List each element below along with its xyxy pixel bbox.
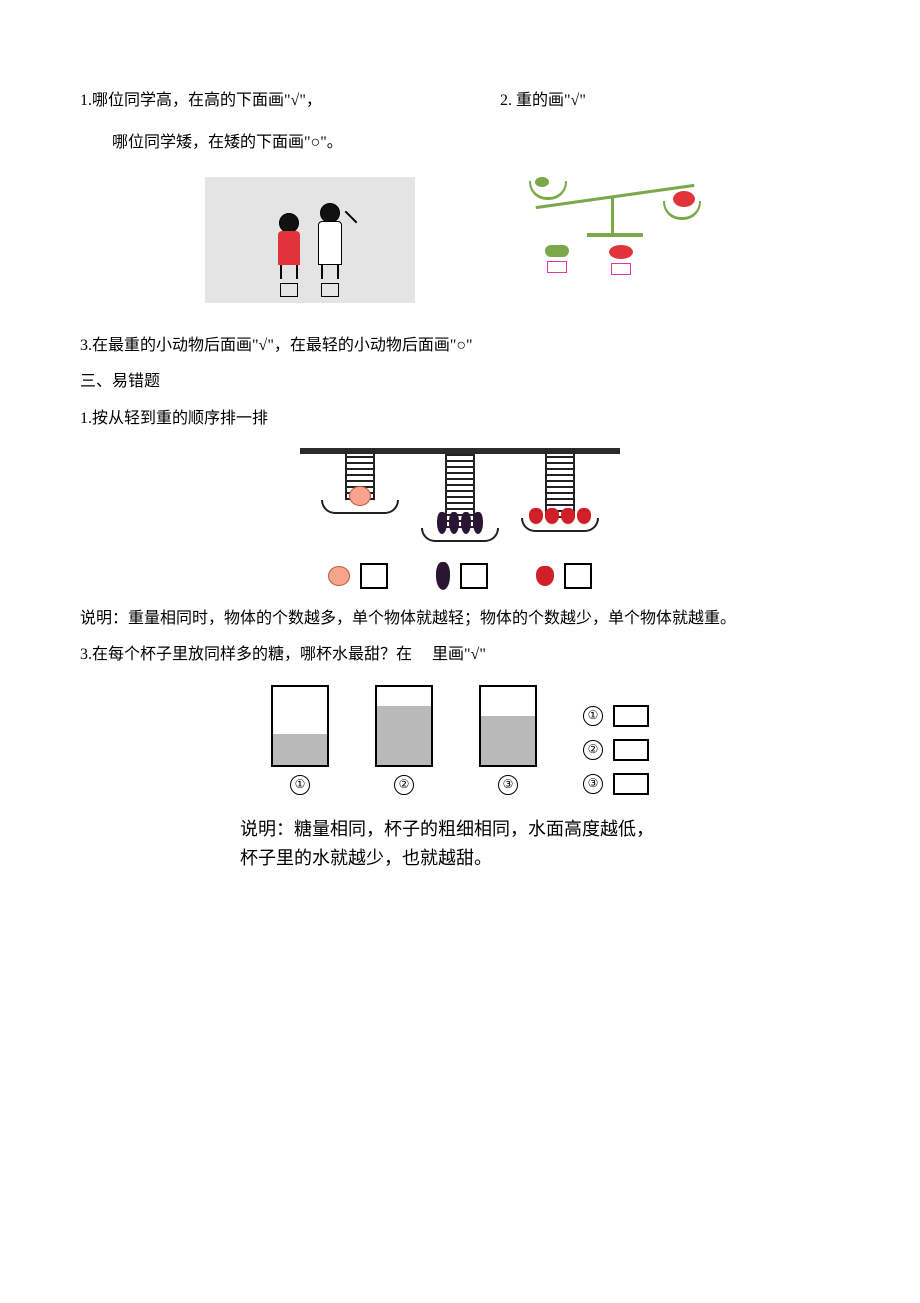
e3-text-b: 里画"√"	[432, 646, 486, 663]
e1-answer-strawberry	[536, 562, 592, 590]
kid-tall	[318, 203, 342, 297]
eggplant-icon	[473, 512, 483, 534]
strawberry-icon	[536, 566, 554, 586]
eggplant-icon	[461, 512, 471, 534]
green-fruit-icon	[535, 177, 549, 187]
choice-label-1: ①	[583, 706, 603, 726]
q1-answer-box-right[interactable]	[321, 283, 339, 297]
q2-choice-red	[609, 245, 633, 275]
strawberry-icon	[577, 508, 591, 524]
e1-text: 按从轻到重的顺序排一排	[92, 410, 268, 427]
q3-text: 在最重的小动物后面画"√"，在最轻的小动物后面画"○"	[92, 337, 473, 354]
red-apple-icon	[673, 191, 695, 207]
e1-answer-box-1[interactable]	[360, 563, 388, 589]
spring-col-strawberry	[521, 454, 599, 542]
kid-arm-icon	[345, 210, 358, 223]
red-apple-icon	[609, 245, 633, 259]
q1-children-figure	[205, 177, 415, 303]
q1-answer-box-left[interactable]	[280, 283, 298, 297]
q1-text1: 哪位同学高，在高的下面画"√"，	[92, 92, 322, 109]
q3-prefix: 3.	[80, 337, 92, 354]
water-fill-icon	[377, 706, 431, 765]
e3-answer-box-1[interactable]	[613, 705, 649, 727]
e3-text-a: 在每个杯子里放同样多的糖，哪杯水最甜？在	[92, 646, 412, 663]
cup-3: ③	[479, 685, 537, 795]
q1-line2: 哪位同学矮，在矮的下面画"○"。	[80, 128, 840, 158]
spring-col-eggplant	[421, 454, 499, 542]
q2-prefix: 2.	[500, 92, 512, 109]
eggplant-icon	[436, 562, 450, 590]
q1-line1: 1.哪位同学高，在高的下面画"√"，	[80, 86, 440, 116]
e1-answer-box-2[interactable]	[460, 563, 488, 589]
green-fruit-icon	[545, 245, 569, 257]
q2-answer-box-right[interactable]	[611, 263, 631, 275]
q2-line: 2. 重的画"√"	[500, 86, 840, 116]
q2-answer-box-left[interactable]	[547, 261, 567, 273]
q3-line: 3.在最重的小动物后面画"√"，在最轻的小动物后面画"○"	[80, 331, 840, 361]
e3-answer-box-2[interactable]	[613, 739, 649, 761]
eggplant-icon	[449, 512, 459, 534]
e1-answer-box-3[interactable]	[564, 563, 592, 589]
cup-icon	[375, 685, 433, 767]
plate-icon	[521, 518, 599, 532]
cup-2: ②	[375, 685, 433, 795]
balance-base-icon	[587, 233, 643, 237]
balance-pivot-icon	[611, 197, 614, 233]
water-fill-icon	[481, 716, 535, 764]
strawberry-icon	[529, 508, 543, 524]
kid-legs-icon	[280, 265, 298, 279]
kid-body-icon	[278, 231, 300, 265]
peach-icon	[349, 486, 371, 506]
kid-short	[278, 213, 300, 297]
cup-1: ①	[271, 685, 329, 795]
strawberry-icon	[561, 508, 575, 524]
e3-explain-line1: 说明：糖量相同，杯子的粗细相同，水面高度越低，	[240, 815, 840, 844]
e1-answer-eggplant	[436, 562, 488, 590]
water-fill-icon	[273, 734, 327, 765]
section3-heading: 三、易错题	[80, 367, 840, 397]
kid-body-icon	[318, 221, 342, 265]
eggplant-icon	[437, 512, 447, 534]
e3-line: 3.在每个杯子里放同样多的糖，哪杯水最甜？在 里画"√"	[80, 640, 840, 670]
e3-explain: 说明：糖量相同，杯子的粗细相同，水面高度越低， 杯子里的水就越少，也就越甜。	[240, 815, 840, 873]
kid-head-icon	[279, 213, 299, 233]
strawberry-icon	[545, 508, 559, 524]
cup-label-3: ③	[498, 775, 518, 795]
plate-icon	[421, 528, 499, 542]
choice-label-2: ②	[583, 740, 603, 760]
e3-prefix: 3.	[80, 646, 92, 663]
cup-icon	[479, 685, 537, 767]
q1-prefix: 1.	[80, 92, 92, 109]
e1-springs-figure	[290, 448, 630, 590]
e3-explain-line2: 杯子里的水就越少，也就越甜。	[240, 844, 840, 873]
peach-icon	[328, 566, 350, 586]
q2-choice-green	[545, 245, 569, 275]
e1-line: 1.按从轻到重的顺序排一排	[80, 404, 840, 434]
choice-label-3: ③	[583, 774, 603, 794]
plate-icon	[321, 500, 399, 514]
cup-icon	[271, 685, 329, 767]
e1-explain: 说明：重量相同时，物体的个数越多，单个物体就越轻；物体的个数越少，单个物体就越重…	[80, 604, 840, 634]
e1-prefix: 1.	[80, 410, 92, 427]
e3-cups-figure: ① ② ③ ① ② ③	[271, 685, 649, 795]
e3-answer-box-3[interactable]	[613, 773, 649, 795]
cup-label-1: ①	[290, 775, 310, 795]
cup-label-2: ②	[394, 775, 414, 795]
kid-head-icon	[320, 203, 340, 223]
q2-balance-figure	[515, 177, 715, 277]
spring-col-peach	[321, 454, 399, 542]
kid-legs-icon	[321, 265, 339, 279]
e1-answer-peach	[328, 562, 388, 590]
e3-choice-column: ① ② ③	[583, 705, 649, 795]
q2-text: 重的画"√"	[512, 92, 586, 109]
